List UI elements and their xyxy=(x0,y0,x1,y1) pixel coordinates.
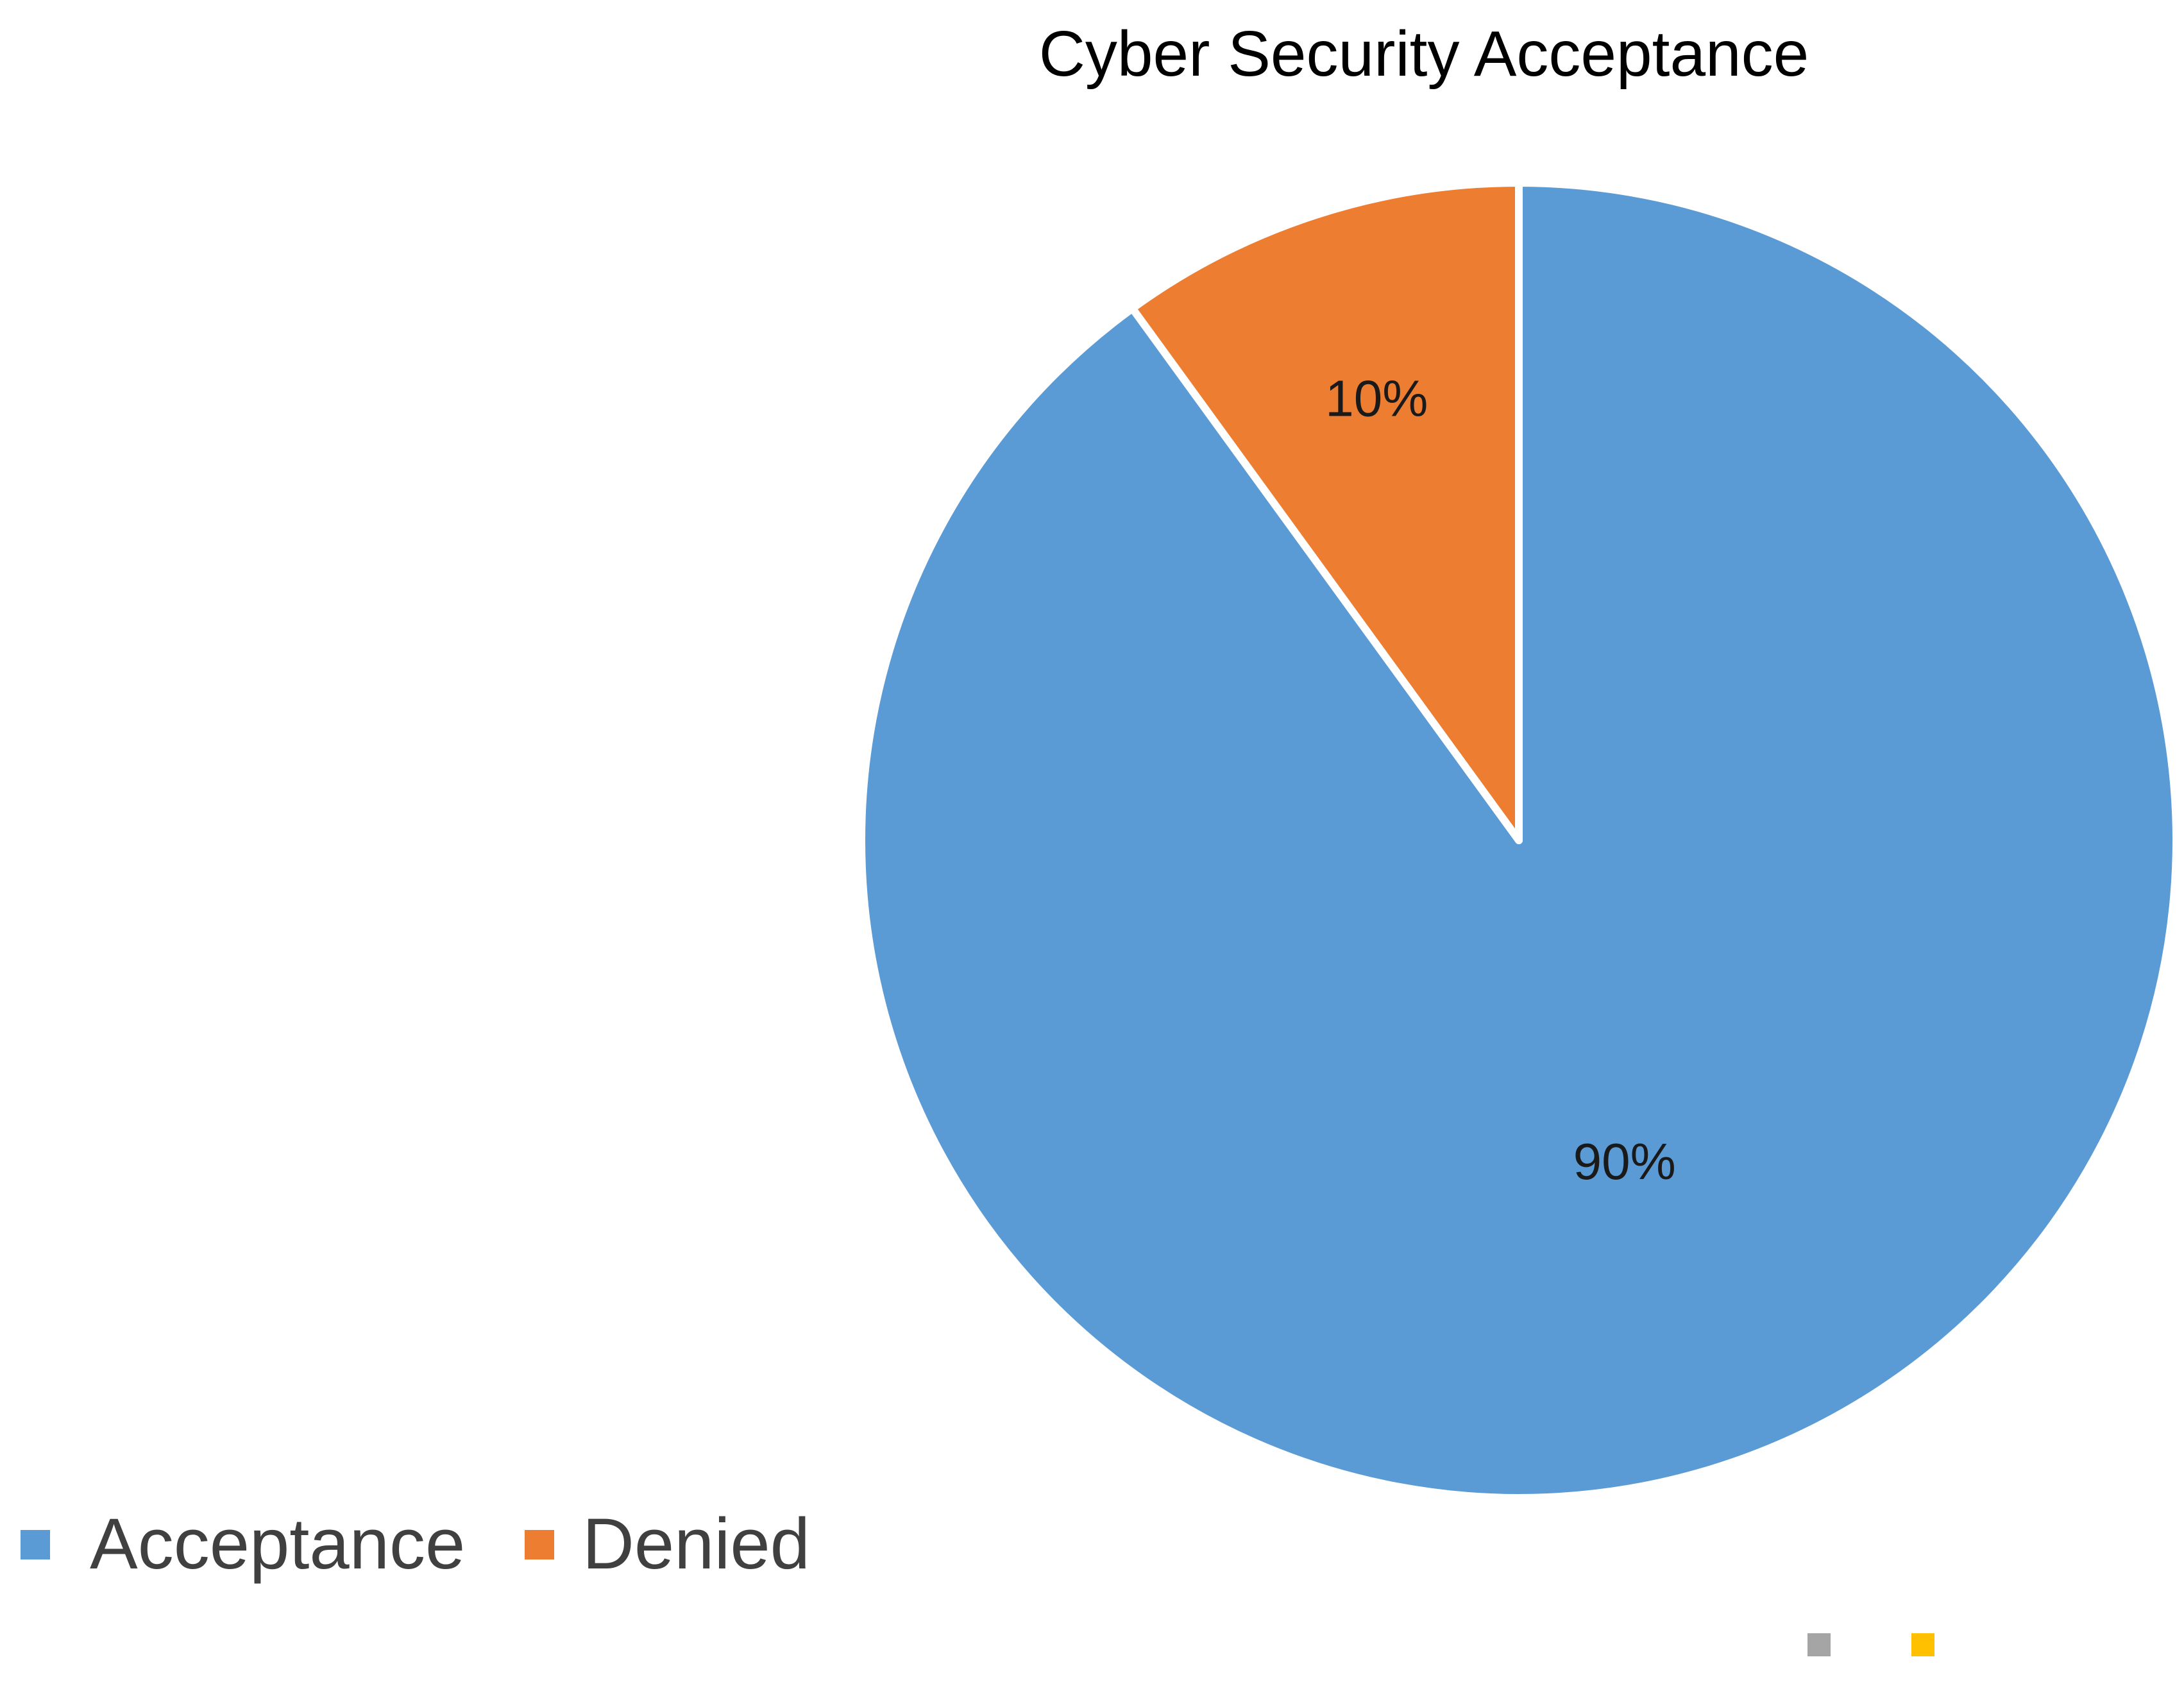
gray-square-marker xyxy=(1807,1633,1831,1656)
gold-square-marker xyxy=(1911,1633,1934,1656)
pie-slices xyxy=(858,179,2180,1502)
legend: Acceptance Denied xyxy=(21,1504,810,1584)
data-label-denied: 10% xyxy=(1325,370,1428,427)
legend-label-acceptance: Acceptance xyxy=(90,1504,465,1584)
chart-title: Cyber Security Acceptance xyxy=(1039,18,1809,90)
pie-slice-denied xyxy=(1128,179,1523,844)
data-label-acceptance: 90% xyxy=(1573,1133,1676,1190)
extra-legend-markers xyxy=(1807,1633,1934,1656)
legend-label-denied: Denied xyxy=(582,1504,810,1584)
legend-swatch-acceptance xyxy=(21,1530,50,1559)
legend-swatch-denied xyxy=(525,1530,554,1559)
data-labels: 90% 10% xyxy=(1325,370,1676,1190)
